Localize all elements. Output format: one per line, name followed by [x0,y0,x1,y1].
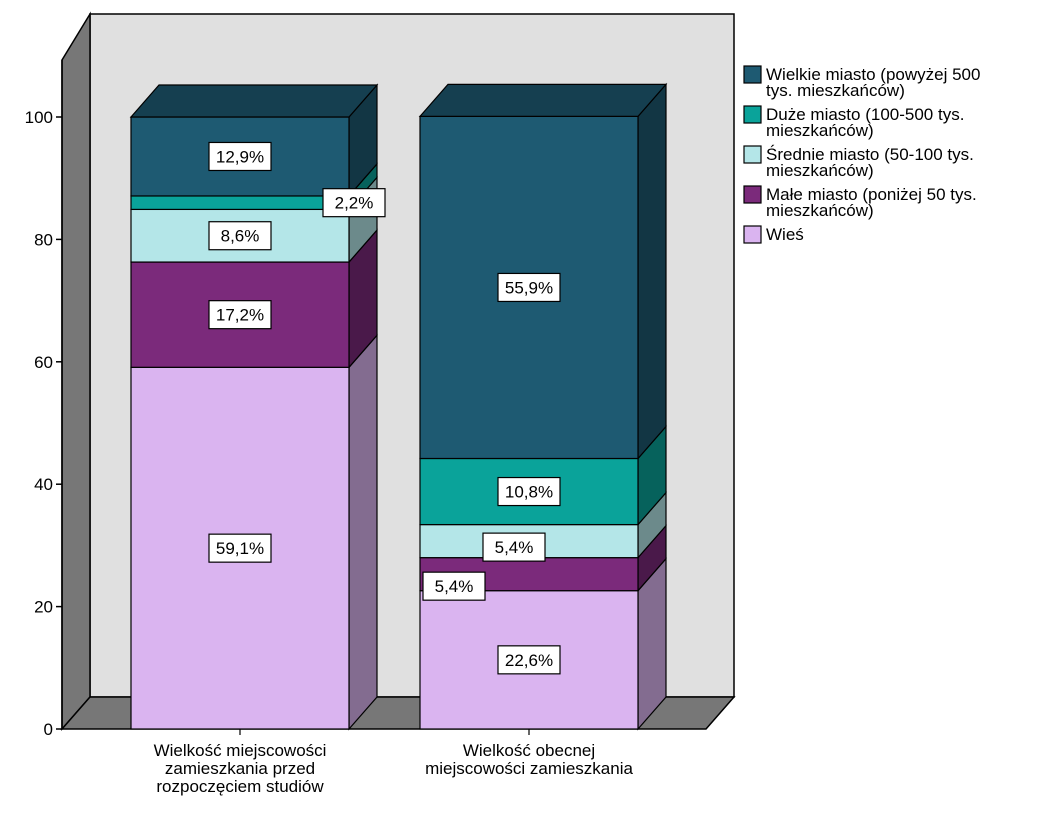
data-label-box [422,571,486,601]
category-label: Wielkość miejscowości zamieszkania przed r… [154,741,327,796]
data-label-box [208,533,272,563]
legend-label: Wielkie miasto (powyżej 500 tys. mieszkań… [766,65,980,100]
legend-label: Średnie miasto (50-100 tys. mieszkańców) [766,145,974,180]
y-tick-label: 60 [34,353,53,372]
data-label-box [208,300,272,330]
data-label: 2,2% [335,194,374,213]
bar-segment-side [348,333,378,731]
data-label: 10,8% [505,483,553,502]
category-label: Wielkość obecnej miejscowości zamieszkani… [425,741,633,778]
data-label: 55,9% [505,278,553,297]
legend-label: Małe miasto (poniżej 50 tys. mieszkańców) [766,185,977,220]
data-label-box [497,645,561,675]
legend-label: Wieś [766,225,804,244]
y-axis: 0 20 40 60 80 100 [25,60,63,739]
data-label-box [208,141,272,172]
legend-swatch [743,225,762,244]
data-label-box [208,221,272,251]
category-label-line: miejscowości zamieszkania [425,759,633,778]
legend-label-line: Duże miasto (100-500 tys. [766,105,964,124]
bars [129,82,668,731]
legend-label-line: Wieś [766,225,804,244]
legend-label: Duże miasto (100-500 tys. mieszkańców) [766,105,964,140]
legend-label-line: tys. mieszkańców) [766,81,905,100]
legend-swatch [743,185,762,204]
data-label: 8,6% [221,227,260,246]
legend-label-line: mieszkańców) [766,121,874,140]
data-label: 5,4% [495,538,534,557]
y-tick-label: 100 [25,108,53,127]
data-label-box [497,476,561,507]
bar-segment-side [637,82,667,461]
bar-top [129,84,379,118]
legend-label-line: Wielkie miasto (powyżej 500 [766,65,980,84]
category-label-line: rozpoczęciem studiów [156,777,324,796]
data-label-box [497,272,561,303]
y-tick-label: 20 [34,598,53,617]
data-label: 59,1% [216,539,264,558]
legend-label-line: Małe miasto (poniżej 50 tys. [766,185,977,204]
data-label: 17,2% [216,306,264,325]
data-labels: 59,1% 17,2% 8,6% 2,2% 12,9% 22,6% 5,4% 5,4% 10,8… [208,141,561,675]
data-label: 12,9% [216,147,264,166]
legend-label-line: mieszkańców) [766,161,874,180]
category-label-line: Wielkość miejscowości [154,741,327,760]
y-tick-label: 40 [34,475,53,494]
bar-segment [130,195,350,211]
category-label-line: Wielkość obecnej [463,741,595,760]
data-label-box [482,532,546,562]
side-wall [61,11,91,731]
legend: Wielkie miasto (powyżej 500 tys. mieszkań… [743,65,980,244]
category-labels: Wielkość miejscowości zamieszkania przed r… [154,729,633,796]
data-label: 22,6% [505,651,553,670]
data-label: 5,4% [435,577,474,596]
data-label-box [322,188,386,218]
legend-label-line: mieszkańców) [766,201,874,220]
legend-label-line: Średnie miasto (50-100 tys. [766,145,974,164]
category-label-line: zamieszkania przed [165,759,315,778]
bar-top [418,83,668,117]
y-tick-label: 80 [34,230,53,249]
y-tick-label: 0 [44,720,53,739]
legend-swatch [743,145,762,164]
legend-swatch [743,105,762,124]
legend-swatch [743,65,762,84]
